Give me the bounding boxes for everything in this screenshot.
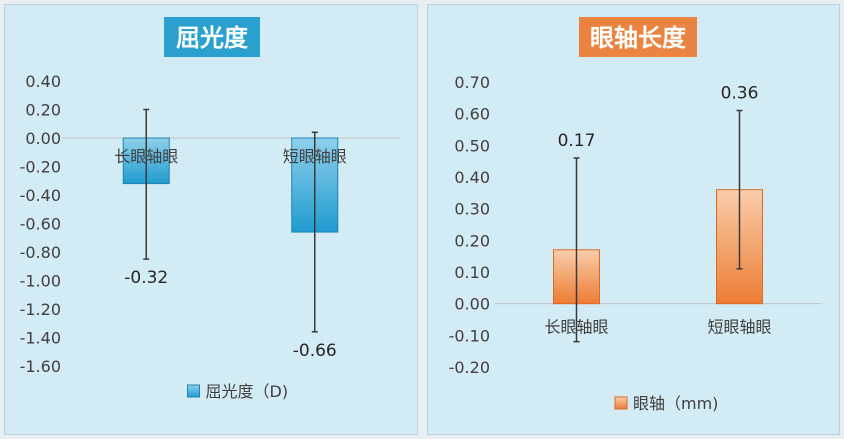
axial-y-tick-label: 0.20 [454, 231, 490, 250]
axial-y-tick-label: -0.10 [449, 326, 490, 345]
refraction-y-tick-label: 0.40 [25, 72, 61, 91]
refraction-y-tick-label: 0.20 [25, 101, 61, 120]
axial-data-label: 0.17 [558, 131, 596, 151]
refraction-y-tick-label: -1.60 [20, 357, 61, 376]
refraction-chart: 屈光度 0.40 0.20 0.00 -0.20 -0.40 -0.60 -0.80 -1.00… [20, 17, 399, 401]
axial-chart-title: 眼轴长度 [590, 24, 687, 52]
refraction-y-tick-label: -0.80 [20, 243, 61, 262]
refraction-chart-title: 屈光度 [176, 24, 249, 52]
refraction-category-label: 短眼轴眼 [283, 147, 347, 166]
refraction-legend-swatch [187, 384, 200, 398]
refraction-y-tick-label: -1.00 [20, 272, 61, 291]
axial-y-tick-label: 0.40 [454, 168, 490, 187]
refraction-y-tick-label: 0.00 [25, 129, 61, 148]
refraction-title-box [164, 17, 260, 57]
chart-panel-axial-length: 眼轴长度 0.70 0.60 0.50 0.40 0.30 0.20 0.10 0.00 -0.1… [427, 4, 840, 435]
axial-y-tick-label: 0.30 [454, 200, 490, 219]
refraction-category-label: 长眼轴眼 [114, 147, 178, 166]
refraction-y-tick-label: -1.20 [20, 300, 61, 319]
axial-title-box [579, 17, 697, 57]
axial-category-label: 长眼轴眼 [544, 318, 608, 337]
chart-panel-refraction: 屈光度 0.40 0.20 0.00 -0.20 -0.40 -0.60 -0.80 -1.00… [4, 4, 418, 435]
axial-y-tick-label: 0.50 [454, 136, 490, 155]
refraction-y-tick-label: -1.40 [20, 329, 61, 348]
axial-category-label: 短眼轴眼 [707, 318, 771, 337]
axial-data-label: 0.36 [721, 84, 759, 104]
axial-y-tick-label: 0.70 [454, 73, 490, 92]
refraction-y-tick-label: -0.20 [20, 158, 61, 177]
refraction-data-label: -0.66 [293, 341, 337, 361]
axial-legend-swatch [614, 396, 628, 410]
axial-y-tick-label: 0.10 [454, 263, 490, 282]
axial-legend-label: 眼轴（mm) [633, 394, 718, 413]
refraction-data-label: -0.32 [124, 268, 168, 288]
refraction-legend-label: 屈光度（D) [206, 382, 289, 401]
refraction-y-tick-label: -0.40 [20, 186, 61, 205]
axial-length-chart: 眼轴长度 0.70 0.60 0.50 0.40 0.30 0.20 0.10 0.00 -0.1… [449, 17, 821, 413]
axial-y-tick-label: 0.60 [454, 105, 490, 124]
axial-y-tick-label: 0.00 [454, 295, 490, 314]
axial-y-tick-label: -0.20 [449, 358, 490, 377]
refraction-y-tick-label: -0.60 [20, 215, 61, 234]
